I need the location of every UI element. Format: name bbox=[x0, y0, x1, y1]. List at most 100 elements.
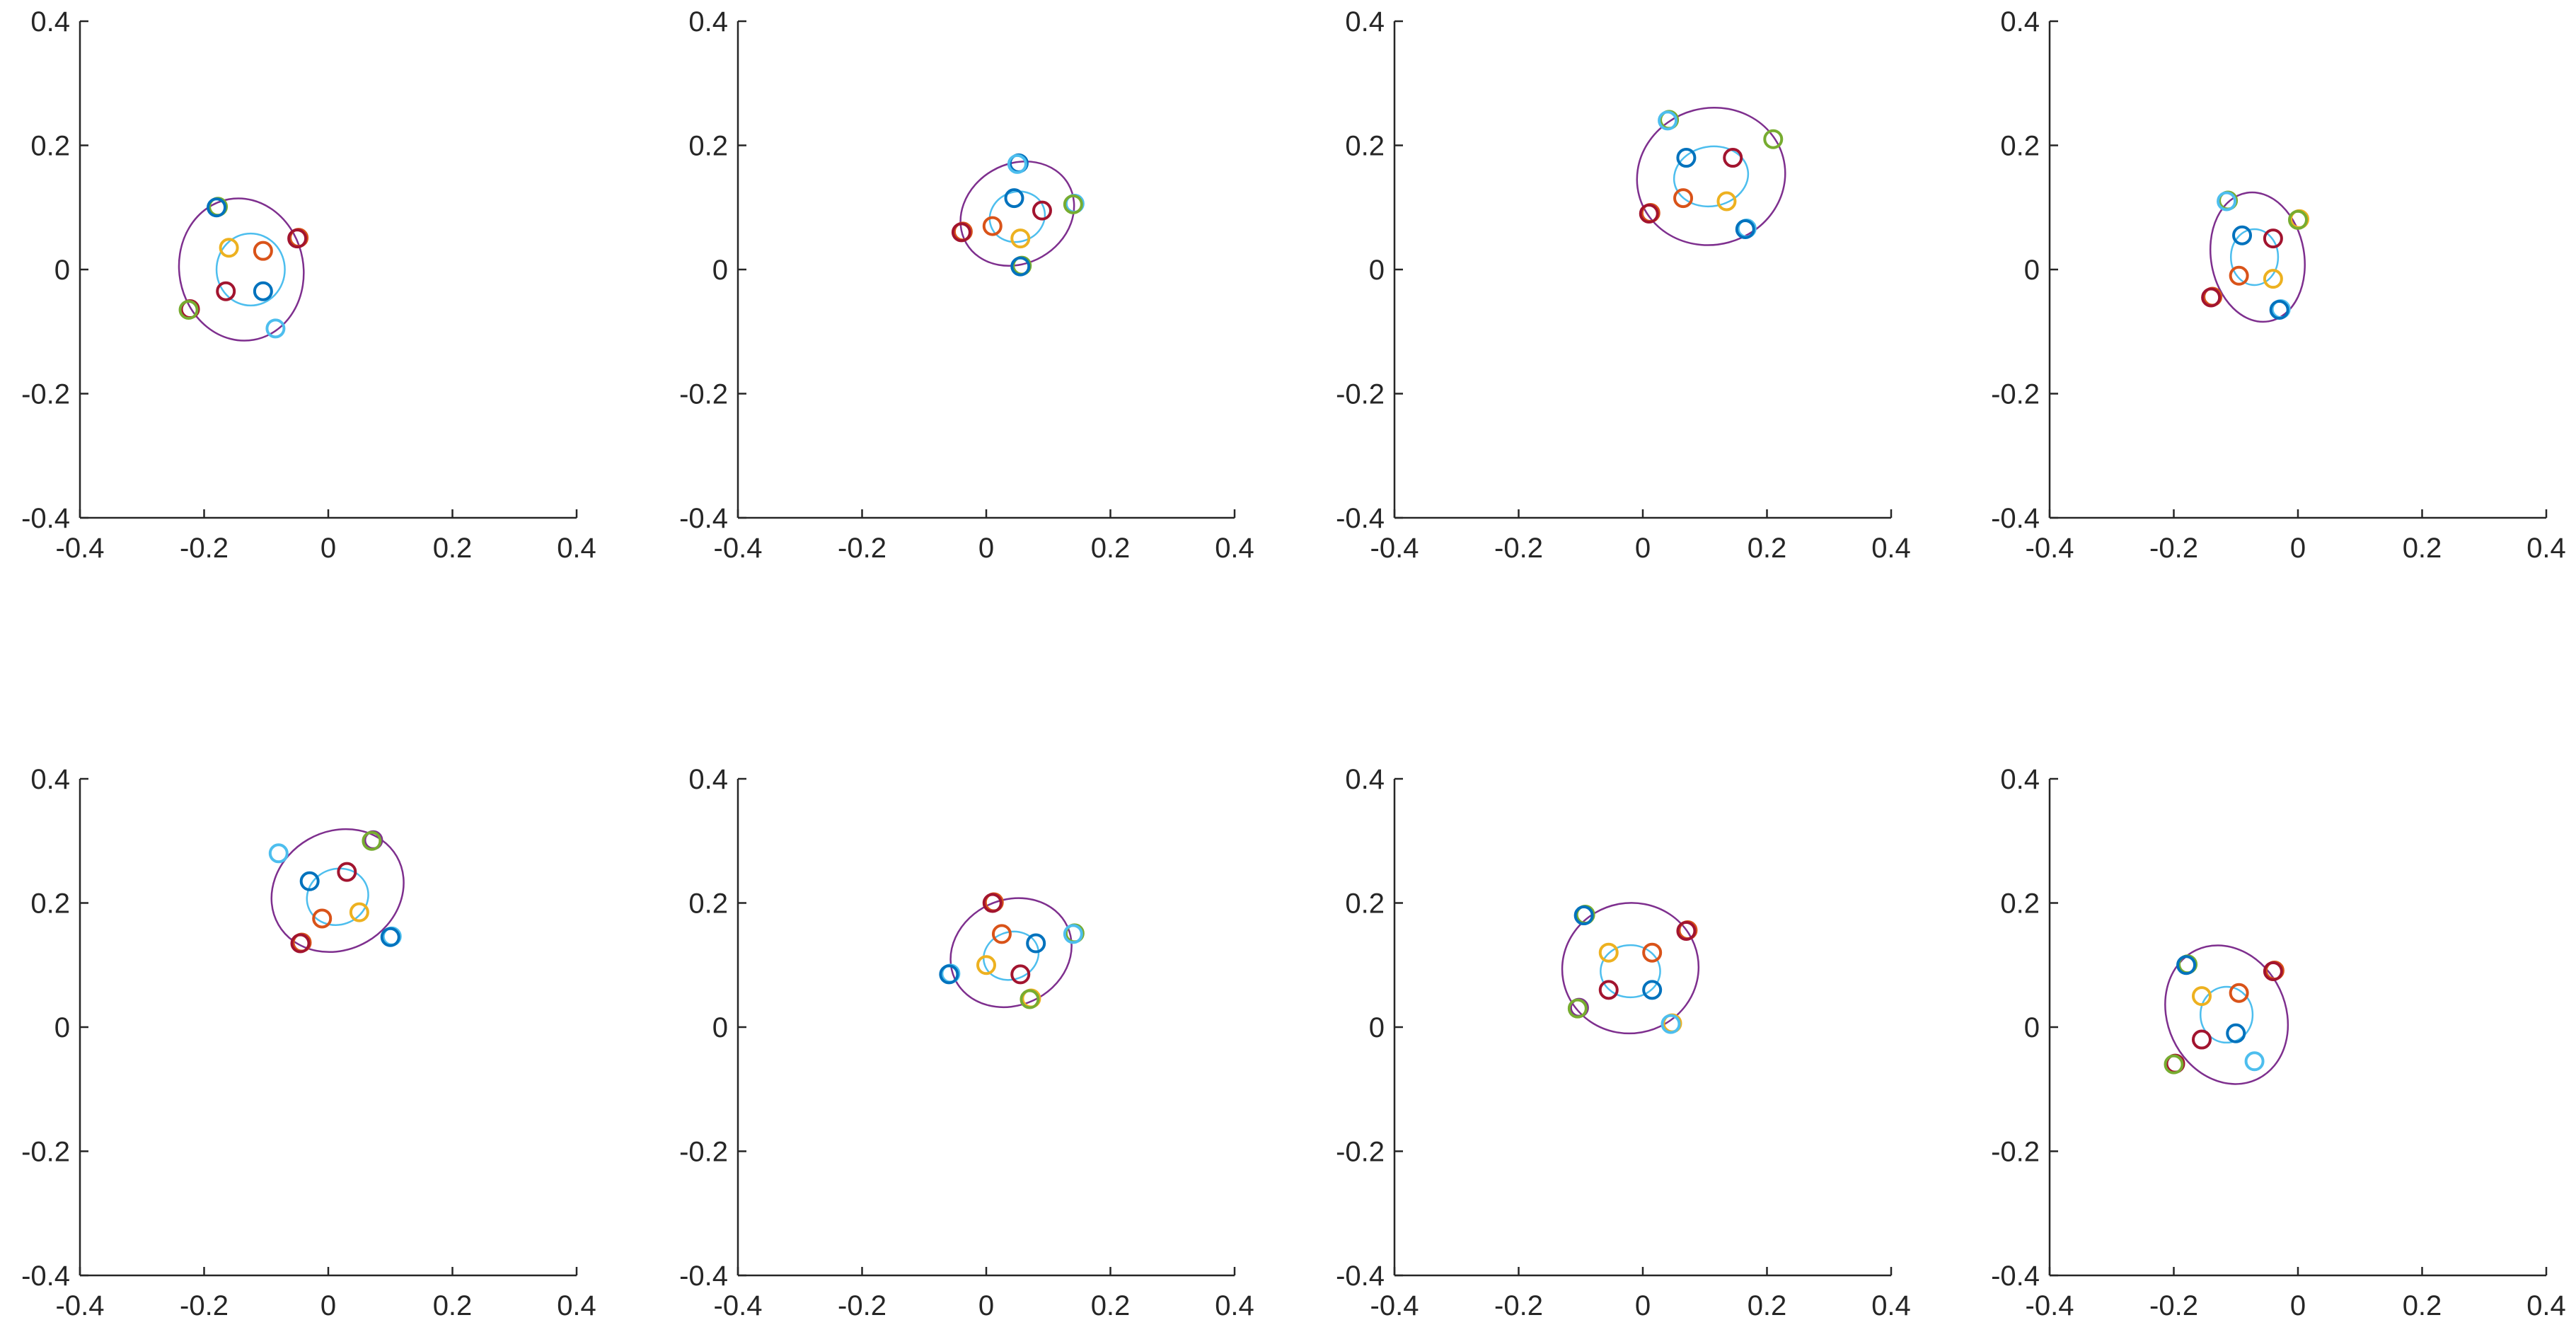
x-tick-label: 0.2 bbox=[433, 1290, 473, 1321]
x-tick-label: 0 bbox=[1635, 1290, 1651, 1321]
marker-point bbox=[1673, 188, 1694, 209]
x-tick-label: -0.4 bbox=[714, 1290, 763, 1321]
marker-point bbox=[1010, 256, 1031, 277]
outer-ellipse bbox=[1636, 106, 1786, 246]
x-tick-label: 0 bbox=[978, 1290, 994, 1321]
y-tick-label: -0.4 bbox=[1336, 1261, 1385, 1292]
y-tick-label: -0.2 bbox=[21, 379, 70, 410]
subplot-2: -0.4 -0.2 0 0.2 0.4 -0.4 -0.2 0 0.2 0.4 bbox=[679, 6, 1254, 564]
marker-point bbox=[2244, 1051, 2265, 1072]
x-tick-label: 0 bbox=[320, 1290, 336, 1321]
subplot-8: -0.4 -0.2 0 0.2 0.4 -0.4 -0.2 0 0.2 0.4 bbox=[1991, 764, 2566, 1321]
outer-ellipse bbox=[178, 197, 305, 342]
y-tick-label: -0.2 bbox=[1991, 1137, 2040, 1168]
x-tick-label: 0 bbox=[320, 533, 336, 564]
marker-point bbox=[2229, 983, 2249, 1003]
y-tick-label: 0 bbox=[54, 1012, 70, 1043]
marker-point bbox=[991, 924, 1012, 944]
x-tick-label: -0.2 bbox=[2149, 533, 2198, 564]
marker-point bbox=[1723, 148, 1743, 168]
marker-point bbox=[362, 830, 382, 851]
x-tick-label: -0.2 bbox=[180, 1290, 229, 1321]
y-tick-label: -0.2 bbox=[21, 1137, 70, 1168]
outer-ellipse bbox=[949, 897, 1073, 1009]
y-tick-label: 0.2 bbox=[688, 131, 728, 162]
marker-point bbox=[1063, 194, 1083, 214]
y-tick-label: 0.2 bbox=[688, 888, 728, 920]
x-tick-label: 0.4 bbox=[557, 533, 596, 564]
y-tick-label: -0.2 bbox=[679, 379, 728, 410]
subplot-7: -0.4 -0.2 0 0.2 0.4 -0.4 -0.2 0 0.2 0.4 bbox=[1336, 764, 1911, 1321]
inner-ellipse bbox=[215, 232, 286, 307]
marker-point bbox=[299, 871, 320, 891]
marker-point bbox=[1735, 219, 1755, 239]
marker-point bbox=[1598, 980, 1619, 1000]
x-tick-label: -0.4 bbox=[714, 533, 763, 564]
marker-point bbox=[2201, 287, 2222, 308]
marker-point bbox=[1063, 924, 1083, 944]
subplot-3: -0.4 -0.2 0 0.2 0.4 -0.4 -0.2 0 0.2 0.4 bbox=[1336, 6, 1911, 564]
marker-point bbox=[1026, 933, 1046, 954]
inner-ellipse bbox=[2199, 985, 2254, 1044]
marker-point bbox=[1007, 154, 1027, 174]
marker-point bbox=[939, 964, 959, 985]
y-tick-label: 0.2 bbox=[1345, 131, 1385, 162]
outer-ellipse bbox=[1561, 902, 1700, 1035]
x-tick-label: 0.4 bbox=[1871, 533, 1911, 564]
marker-point bbox=[349, 902, 369, 922]
y-tick-label: 0 bbox=[1369, 1012, 1385, 1043]
marker-point bbox=[1658, 110, 1678, 131]
y-tick-label: -0.4 bbox=[21, 503, 70, 534]
x-tick-label: -0.2 bbox=[180, 533, 229, 564]
inner-ellipse bbox=[2229, 228, 2280, 286]
outer-ellipse bbox=[2164, 944, 2289, 1085]
x-tick-label: 0.2 bbox=[433, 533, 473, 564]
x-tick-label: 0.2 bbox=[1091, 1290, 1131, 1321]
x-tick-label: -0.2 bbox=[1494, 1290, 1543, 1321]
x-tick-label: 0 bbox=[978, 533, 994, 564]
marker-point bbox=[1598, 942, 1619, 963]
marker-point bbox=[207, 197, 227, 218]
marker-point bbox=[951, 222, 971, 243]
marker-point bbox=[976, 955, 996, 975]
y-tick-label: -0.4 bbox=[679, 503, 728, 534]
marker-point bbox=[2164, 1054, 2184, 1075]
marker-point bbox=[265, 318, 286, 339]
y-tick-label: 0.2 bbox=[2000, 888, 2040, 920]
outer-ellipse bbox=[2209, 191, 2306, 323]
x-tick-label: -0.2 bbox=[2149, 1290, 2198, 1321]
x-tick-label: 0 bbox=[1635, 533, 1651, 564]
y-tick-label: -0.4 bbox=[1991, 503, 2040, 534]
x-tick-label: -0.4 bbox=[1370, 1290, 1419, 1321]
x-tick-label: 0.4 bbox=[2526, 533, 2566, 564]
marker-point bbox=[337, 862, 357, 882]
marker-point bbox=[287, 228, 308, 249]
marker-point bbox=[268, 843, 289, 864]
y-tick-label: -0.2 bbox=[1991, 379, 2040, 410]
x-tick-label: 0.2 bbox=[1748, 533, 1787, 564]
marker-point bbox=[1660, 1014, 1681, 1034]
y-tick-label: 0.2 bbox=[30, 131, 70, 162]
marker-point bbox=[1573, 905, 1594, 926]
y-tick-label: 0 bbox=[712, 1012, 728, 1043]
x-tick-label: -0.4 bbox=[2026, 533, 2074, 564]
x-tick-label: 0.2 bbox=[1748, 1290, 1787, 1321]
marker-point bbox=[1642, 942, 1663, 963]
y-tick-label: -0.2 bbox=[1336, 1137, 1385, 1168]
y-tick-label: -0.2 bbox=[679, 1137, 728, 1168]
y-tick-label: -0.4 bbox=[1991, 1261, 2040, 1292]
x-tick-label: 0 bbox=[2290, 533, 2306, 564]
x-tick-label: -0.4 bbox=[56, 1290, 105, 1321]
marker-point bbox=[1010, 964, 1031, 985]
marker-point bbox=[1010, 228, 1031, 249]
marker-point bbox=[1642, 980, 1663, 1000]
y-tick-label: 0.4 bbox=[30, 764, 70, 795]
x-tick-label: -0.4 bbox=[56, 533, 105, 564]
marker-point bbox=[219, 238, 239, 258]
inner-ellipse bbox=[1673, 145, 1750, 208]
y-tick-label: 0.4 bbox=[688, 764, 728, 795]
y-tick-label: 0.2 bbox=[2000, 131, 2040, 162]
marker-point bbox=[2263, 228, 2283, 249]
marker-point bbox=[2263, 961, 2283, 982]
x-tick-label: 0 bbox=[2290, 1290, 2306, 1321]
